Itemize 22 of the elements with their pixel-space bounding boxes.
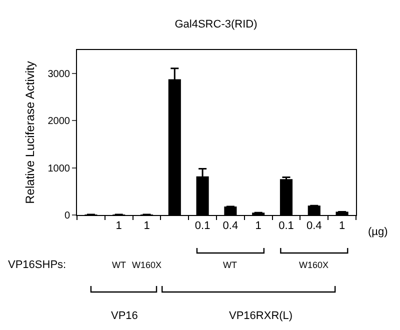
text: W160X	[299, 260, 329, 270]
y-tick-label: 2000	[48, 116, 70, 128]
text: WT	[223, 260, 238, 270]
x-tick-label: 0.1	[278, 220, 294, 232]
x-tick-label: 0.4	[306, 220, 322, 232]
text: VP16	[111, 310, 138, 322]
y-tick-label: 3000	[48, 69, 70, 80]
text: WT	[112, 260, 126, 270]
y-axis-title: Relative Luciferase Activity	[23, 61, 38, 204]
y-tick-label: 1000	[48, 163, 70, 174]
text: W160X	[132, 260, 162, 270]
x-tick-label: 1	[116, 220, 122, 232]
y-tick-label: 0	[64, 210, 70, 222]
x-tick-label: 1	[338, 220, 346, 232]
x-tick-label: 0.4	[222, 220, 238, 232]
x-tick-label: 1	[144, 220, 150, 232]
x-tick-label: 1	[255, 220, 262, 232]
text: VP16RXR(L)	[229, 310, 293, 322]
x-tick-label: 0.1	[194, 220, 210, 232]
text: (µg)	[368, 226, 388, 238]
text: VP16SHPs:	[8, 259, 66, 271]
chart-title: Gal4SRC-3(RID)	[174, 18, 258, 30]
